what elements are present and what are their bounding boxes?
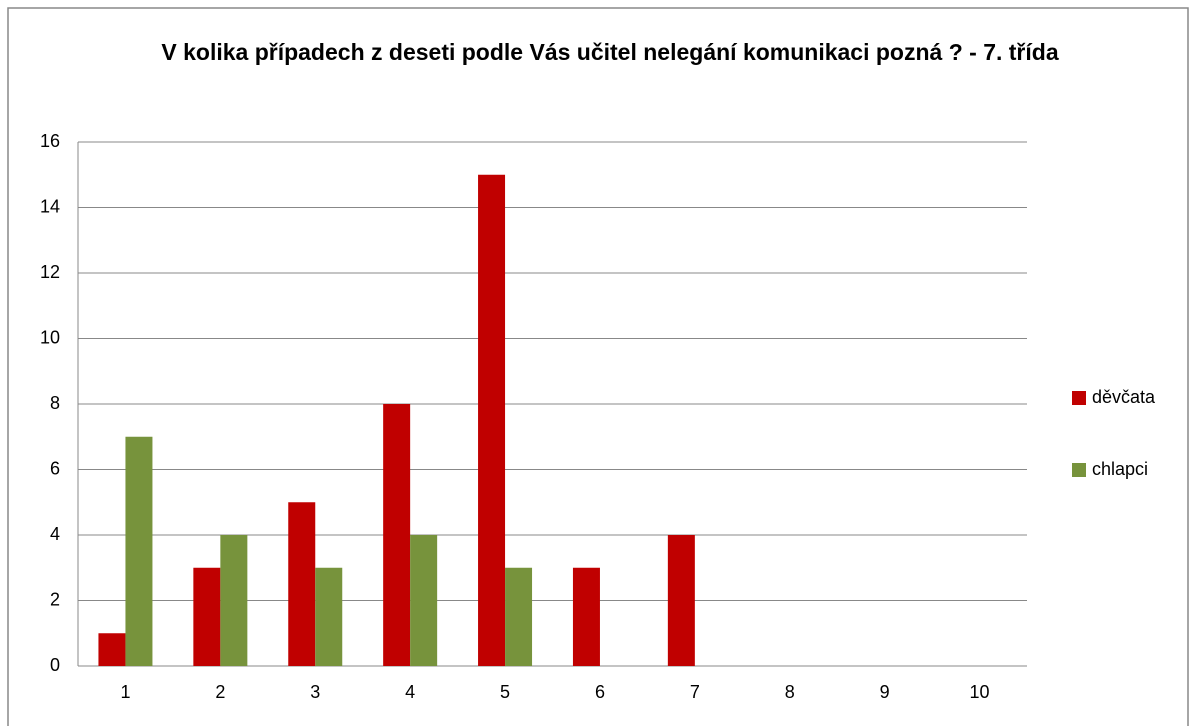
x-tick-label: 4 — [405, 682, 415, 702]
legend-swatch — [1072, 391, 1086, 405]
y-tick-label: 8 — [50, 393, 60, 413]
y-tick-label: 2 — [50, 589, 60, 609]
x-tick-label: 6 — [595, 682, 605, 702]
bar — [288, 502, 316, 666]
y-tick-label: 10 — [40, 327, 60, 347]
bar — [193, 567, 221, 666]
x-tick-label: 3 — [310, 682, 320, 702]
x-tick-label: 7 — [690, 682, 700, 702]
bar — [125, 436, 153, 666]
bar — [315, 567, 343, 666]
legend-swatch — [1072, 463, 1086, 477]
x-tick-label: 5 — [500, 682, 510, 702]
y-tick-label: 4 — [50, 524, 60, 544]
bar — [505, 567, 533, 666]
x-tick-label: 9 — [880, 682, 890, 702]
bar — [478, 174, 506, 666]
chart-border — [7, 7, 1189, 726]
y-tick-label: 0 — [50, 655, 60, 675]
y-tick-label: 12 — [40, 262, 60, 282]
bar — [410, 535, 438, 666]
bar — [572, 567, 600, 666]
x-tick-label: 8 — [785, 682, 795, 702]
x-tick-label: 2 — [215, 682, 225, 702]
chart-title: V kolika případech z deseti podle Vás uč… — [161, 39, 1059, 65]
y-tick-label: 6 — [50, 458, 60, 478]
bar — [667, 535, 695, 666]
legend-label: děvčata — [1092, 387, 1156, 407]
bar — [98, 633, 126, 666]
x-tick-label: 1 — [120, 682, 130, 702]
y-tick-label: 16 — [40, 131, 60, 151]
legend-label: chlapci — [1092, 459, 1148, 479]
x-tick-label: 10 — [970, 682, 990, 702]
y-tick-label: 14 — [40, 196, 60, 216]
bar — [220, 535, 248, 666]
bar — [383, 404, 411, 666]
